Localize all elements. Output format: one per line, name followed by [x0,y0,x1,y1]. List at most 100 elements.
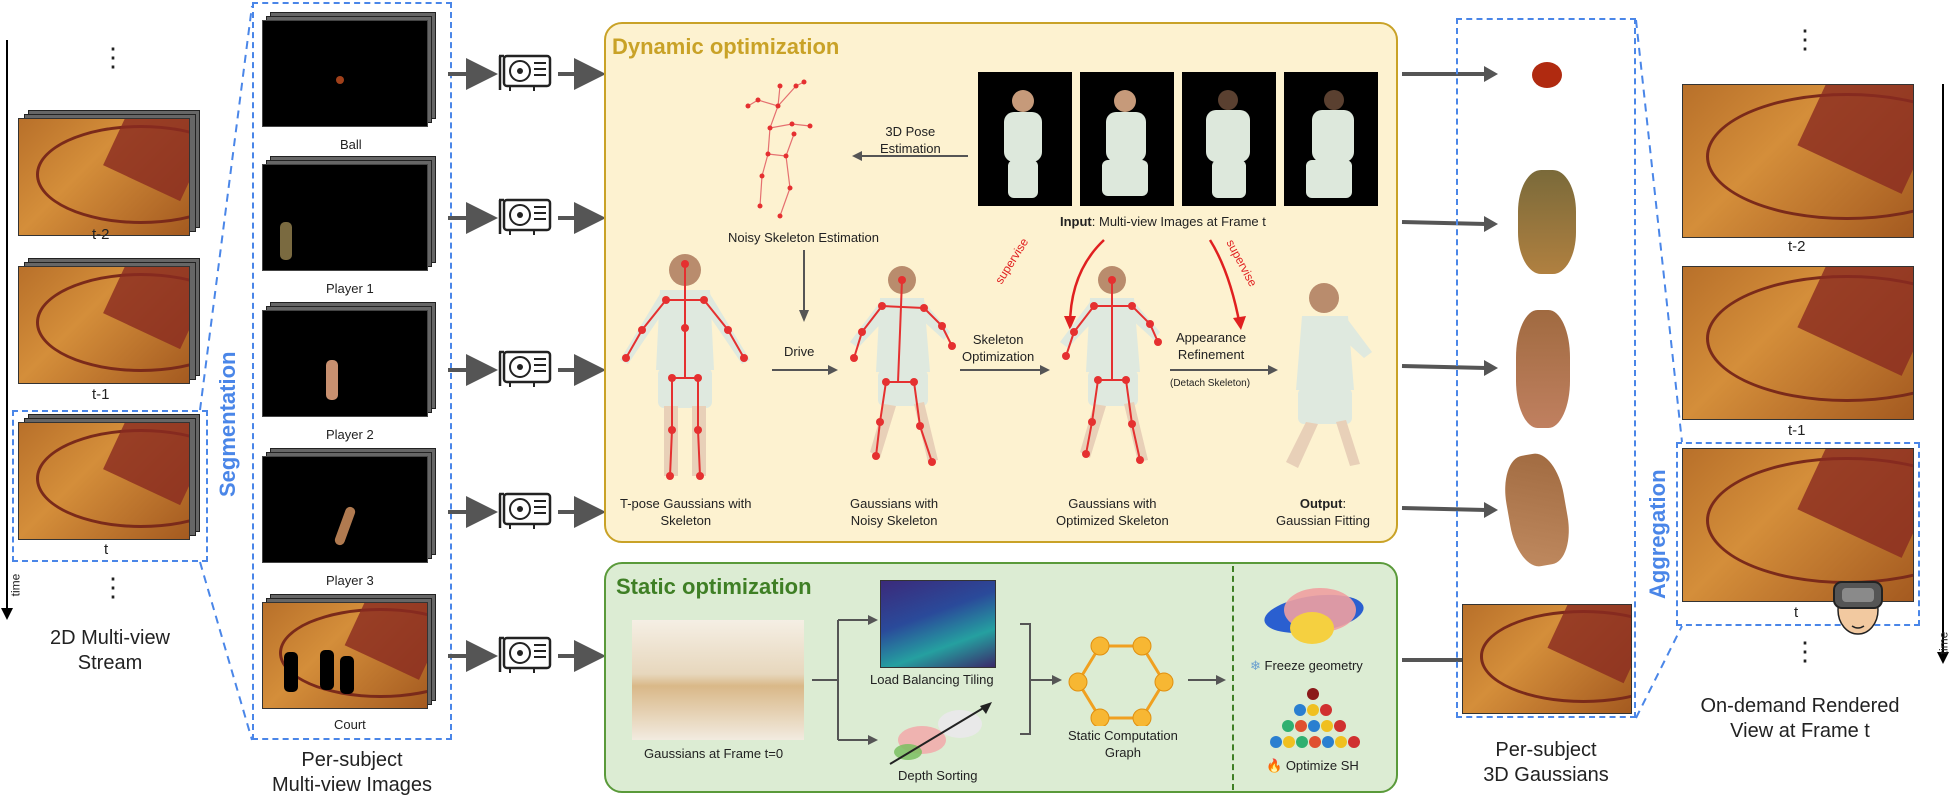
per-subject-caption-line1: Per-subject [301,749,403,771]
vr-headset-icon [1833,581,1883,635]
depth-sorting-label: Depth Sorting [898,768,978,783]
dots-bottom-left: ⋮ [100,572,126,602]
gaussians-frame0-label: Gaussians at Frame t=0 [644,746,784,761]
output-caption-line2: Gaussian Fitting [1276,512,1370,528]
optimize-sh-text: Optimize SH [1285,758,1359,773]
gaussians-caption-line1: Per-subject [1495,739,1597,761]
gpu-icon [498,54,552,91]
gaussians-caption-line2: 3D Gaussians [1483,764,1609,786]
tpose-gaussians-figure [620,254,750,480]
rendered-caption-line1: On-demand Rendered [1700,695,1900,717]
stream-caption-line1: 2D Multi-view [49,627,171,649]
skeleton-optimization-line1: Skeleton [972,332,1024,347]
freeze-geometry-label: ❄ Freeze geometry [1250,658,1363,674]
rendered-frame [1682,84,1914,238]
optimized-gaussians-caption-line1: Gaussians with [1068,496,1157,511]
skeleton-optimization-label: Skeleton Optimization [962,332,1034,366]
time-arrowhead-right [1937,652,1949,664]
noisy-gaussians-caption: Gaussians with Noisy Skeleton [850,496,938,530]
fire-icon: 🔥 [1266,758,1283,773]
rendered-frame-label: t [1794,604,1799,621]
rendered-frame-label: t-2 [1788,238,1806,255]
stream-caption: 2D Multi-view Stream [20,626,200,676]
pose-estimation-arrow [852,151,968,161]
input-view-3 [1182,72,1276,206]
static-flow-lines [812,615,1226,745]
dots-top-right: ⋮ [1792,24,1818,54]
estimation-down-arrow [799,250,809,322]
gpu-icon [498,198,552,235]
output-label-bold: Output [1299,496,1343,511]
per-subject-caption: Per-subject Multi-view Images [262,748,442,798]
skeleton-optimization-line2: Optimization [962,348,1035,364]
optimized-gaussians-caption-line2: Optimized Skeleton [1056,512,1169,528]
optimized-gaussians-caption: Gaussians with Optimized Skeleton [1056,496,1169,530]
stream-caption-line2: Stream [77,652,143,674]
load-balancing-label: Load Balancing Tiling [870,672,994,687]
static-title: Static optimization [616,574,812,599]
spherical-harmonics-icon [1270,688,1360,748]
gpu-icon [498,350,552,387]
output-caption: Output: Gaussian Fitting [1276,496,1370,530]
segmentation-connector [199,5,253,741]
frame-thumbnail [18,118,190,236]
static-graph-line1: Static Computation [1068,728,1178,743]
gaussians-caption: Per-subject 3D Gaussians [1456,738,1636,788]
tpose-caption-line1: T-pose Gaussians with [620,496,752,511]
gpu-icon [498,636,552,673]
segmentation-label: Segmentation [215,351,240,497]
tpose-caption-line2: Skeleton [660,512,712,528]
supervise-arrows [1064,239,1246,330]
time-arrowhead-left [1,608,13,620]
current-render-highlight [1676,442,1920,626]
aggregation-connector [1635,19,1683,719]
frame-thumbnail [18,422,190,540]
noisy-skeleton-estimation-label: Noisy Skeleton Estimation [728,230,880,245]
subject-label: Court [334,717,366,732]
input-label-bold: Input [1060,214,1092,229]
load-balancing-image [880,580,996,668]
rendered-frame [1682,266,1914,420]
per-subject-caption-line2: Multi-view Images [271,774,433,796]
optimize-sh-label: 🔥 Optimize SH [1266,758,1359,774]
rendered-caption: On-demand Rendered View at Frame t [1680,694,1920,744]
subject-label: Player 3 [326,573,374,588]
frame-label: t [104,541,109,558]
noisy-gaussians-caption-line2: Noisy Skeleton [850,512,938,528]
dots-top-left: ⋮ [100,42,126,72]
rendered-caption-line2: View at Frame t [1730,720,1870,742]
noisy-gaussians-caption-line1: Gaussians with [850,496,939,511]
snowflake-icon: ❄ [1250,658,1261,673]
current-frame-highlight [12,410,208,562]
subject-label: Player 1 [326,281,374,296]
output-gaussians-figure [1286,283,1372,468]
input-label: Input: Multi-view Images at Frame t [1060,214,1266,229]
pose-estimation-line2: Estimation [880,140,941,156]
noisy-skeleton-figure [745,79,813,219]
subject-label: Ball [340,137,362,152]
input-view-1 [978,72,1072,206]
court-gaussian [1462,604,1632,714]
output-label-rest: : [1342,496,1347,511]
time-axis-right [1942,84,1944,654]
noisy-skeleton-gaussians-figure [850,266,956,466]
gpu-icon [498,492,552,529]
frame-thumbnail [18,266,190,384]
dynamic-title: Dynamic optimization [612,34,840,59]
frame-label: t-1 [92,386,110,403]
appearance-refinement-line2: Refinement [1177,346,1245,362]
output-caption-line1: Output: [1276,496,1370,513]
appearance-refinement-label: Appearance Refinement [1176,330,1246,364]
frame-label: t-2 [92,226,110,243]
player1-gaussian [1518,170,1576,274]
gaussians-box [1456,18,1636,718]
subject-label: Player 2 [326,427,374,442]
static-divider [1232,566,1234,790]
rendered-frame-current [1682,448,1914,602]
pose-estimation-line1: 3D Pose [885,124,936,139]
gpu-arrows [448,58,606,672]
detach-skeleton-label: (Detach Skeleton) [1170,378,1251,389]
freeze-geometry-text: Freeze geometry [1264,658,1363,673]
static-graph-line2: Graph [1104,744,1141,760]
dynamic-flow-arrows [772,365,1278,375]
